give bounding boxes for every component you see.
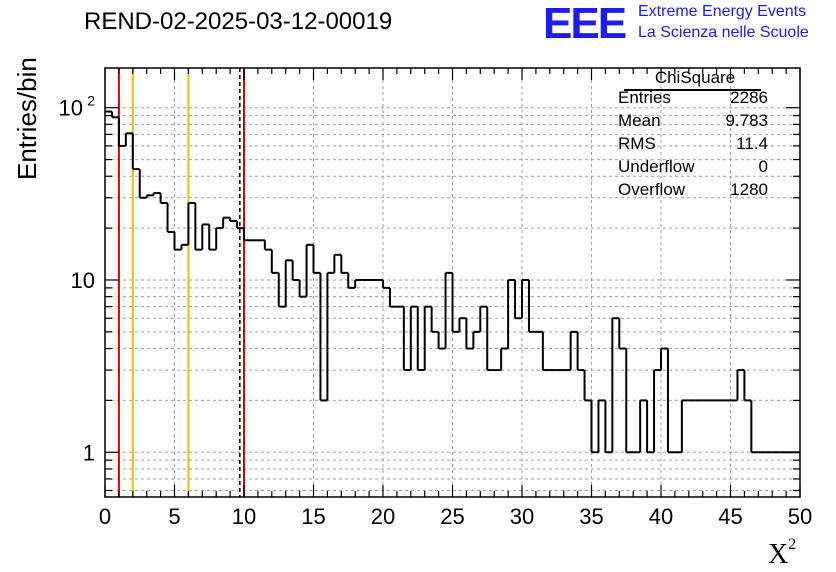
x-tick-label: 35 bbox=[579, 504, 603, 529]
stats-title-underline bbox=[624, 89, 761, 91]
stats-row: Mean 9.783 bbox=[612, 111, 772, 134]
chart-title: REND-02-2025-03-12-00019 bbox=[84, 8, 393, 35]
stats-row: Underflow 0 bbox=[612, 157, 772, 180]
stats-title: ChiSquare bbox=[654, 68, 736, 87]
stats-key: Overflow bbox=[618, 180, 686, 199]
stats-value: 9.783 bbox=[725, 111, 768, 130]
x-tick-label: 15 bbox=[301, 504, 325, 529]
stats-box: ChiSquare Entries 2286 Mean 9.783 RMS 11.4 … bbox=[612, 68, 772, 203]
x-tick-label: 20 bbox=[371, 504, 395, 529]
stats-key: Mean bbox=[618, 111, 661, 130]
y-tick-label: 10 bbox=[59, 96, 83, 121]
eee-logo: EEE bbox=[543, 0, 627, 48]
x-axis-label: X2 bbox=[768, 536, 796, 571]
stats-value: 11.4 bbox=[736, 134, 768, 153]
x-tick-label: 10 bbox=[232, 504, 256, 529]
logo-text-line2: La Scienza nelle Scuole bbox=[638, 24, 809, 41]
x-tick-label: 40 bbox=[649, 504, 673, 529]
stats-value: 1280 bbox=[730, 180, 768, 199]
x-tick-label: 0 bbox=[99, 504, 111, 529]
x-tick-label: 30 bbox=[510, 504, 534, 529]
y-tick-label: 10 bbox=[71, 268, 95, 293]
stats-row: RMS 11.4 bbox=[612, 134, 772, 157]
stats-value: 0 bbox=[758, 157, 768, 176]
stats-row: Entries 2286 bbox=[612, 88, 772, 111]
y-axis-label-wrap: Entries/bin bbox=[8, 57, 42, 210]
x-tick-label: 5 bbox=[168, 504, 180, 529]
stats-value: 2286 bbox=[730, 88, 768, 107]
stats-key: RMS bbox=[618, 134, 656, 153]
stats-row: Overflow 1280 bbox=[612, 180, 772, 203]
y-tick-label-exponent: 2 bbox=[87, 93, 95, 109]
stats-key: Entries bbox=[618, 88, 671, 107]
x-axis-label-exponent: 2 bbox=[788, 536, 797, 553]
y-axis-label: Entries/bin bbox=[12, 57, 42, 180]
x-tick-label: 45 bbox=[718, 504, 742, 529]
logo-text-line1: Extreme Energy Events bbox=[638, 3, 807, 20]
y-tick-label: 1 bbox=[83, 440, 95, 465]
x-tick-label: 25 bbox=[440, 504, 464, 529]
stats-key: Underflow bbox=[618, 157, 695, 176]
x-tick-label: 50 bbox=[788, 504, 812, 529]
x-axis-label-symbol: X bbox=[768, 539, 789, 570]
